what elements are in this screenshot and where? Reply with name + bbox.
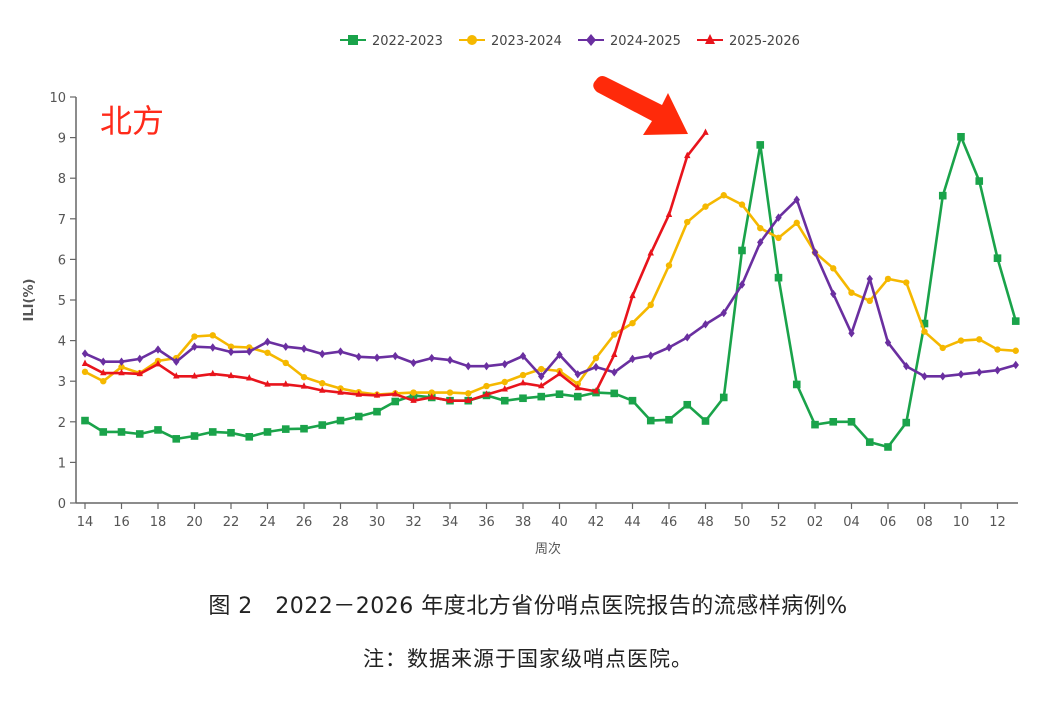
x-tick-label: 40 [551, 515, 568, 530]
y-tick-label: 4 [58, 335, 66, 350]
x-tick-label: 04 [843, 515, 860, 530]
y-tick-label: 0 [58, 497, 66, 512]
x-tick-label: 14 [77, 515, 94, 530]
legend-label: 2022-2023 [372, 34, 443, 49]
legend-item-2023-2024[interactable]: 2023-2024 [459, 34, 562, 49]
x-tick-label: 26 [296, 515, 313, 530]
x-tick-label: 18 [150, 515, 167, 530]
y-tick-label: 7 [58, 213, 66, 228]
legend-label: 2024-2025 [610, 34, 681, 49]
y-tick-label: 6 [58, 253, 66, 268]
x-tick-label: 48 [697, 515, 714, 530]
y-tick-label: 2 [58, 416, 66, 431]
x-tick-label: 38 [515, 515, 532, 530]
x-tick-label: 06 [880, 515, 897, 530]
x-tick-label: 12 [989, 515, 1006, 530]
legend-item-2024-2025[interactable]: 2024-2025 [578, 34, 681, 49]
x-tick-label: 20 [186, 515, 203, 530]
series-2025-2026 [81, 128, 709, 403]
x-tick-label: 28 [332, 515, 349, 530]
legend-label: 2023-2024 [491, 34, 562, 49]
x-tick-label: 30 [369, 515, 386, 530]
x-tick-label: 42 [588, 515, 605, 530]
y-tick-label: 1 [58, 456, 66, 471]
x-tick-label: 08 [916, 515, 933, 530]
legend-label: 2025-2026 [729, 34, 800, 49]
y-tick-label: 8 [58, 172, 66, 187]
y-tick-label: 3 [58, 375, 66, 390]
series-2023-2024 [81, 192, 1019, 398]
y-tick-label: 9 [58, 132, 66, 147]
x-tick-label: 36 [478, 515, 495, 530]
legend-item-2022-2023[interactable]: 2022-2023 [340, 34, 443, 49]
legend-item-2025-2026[interactable]: 2025-2026 [697, 34, 800, 49]
region-label: 北方 [100, 102, 165, 140]
x-tick-label: 24 [259, 515, 276, 530]
x-tick-label: 32 [405, 515, 422, 530]
x-tick-label: 34 [442, 515, 459, 530]
x-axis-title: 周次 [535, 541, 561, 557]
y-tick-label: 5 [58, 294, 66, 309]
annotation-arrow-icon [593, 76, 688, 135]
x-tick-label: 50 [734, 515, 751, 530]
x-tick-label: 52 [770, 515, 787, 530]
x-tick-label: 22 [223, 515, 240, 530]
chart-legend: 2022-2023 2023-2024 2024-2025 2025-2026 [340, 34, 800, 49]
series-2024-2025 [81, 195, 1019, 381]
figure-caption-title: 图 2 2022－2026 年度北方省份哨点医院报告的流感样病例% [208, 594, 848, 619]
x-tick-label: 46 [661, 515, 678, 530]
x-tick-label: 16 [113, 515, 130, 530]
figure-caption-note: 注：数据来源于国家级哨点医院。 [363, 647, 693, 671]
y-axis-title: ILI(%) [22, 279, 37, 322]
x-tick-label: 10 [953, 515, 970, 530]
y-tick-label: 10 [49, 91, 66, 106]
x-tick-label: 02 [807, 515, 824, 530]
x-tick-label: 44 [624, 515, 641, 530]
